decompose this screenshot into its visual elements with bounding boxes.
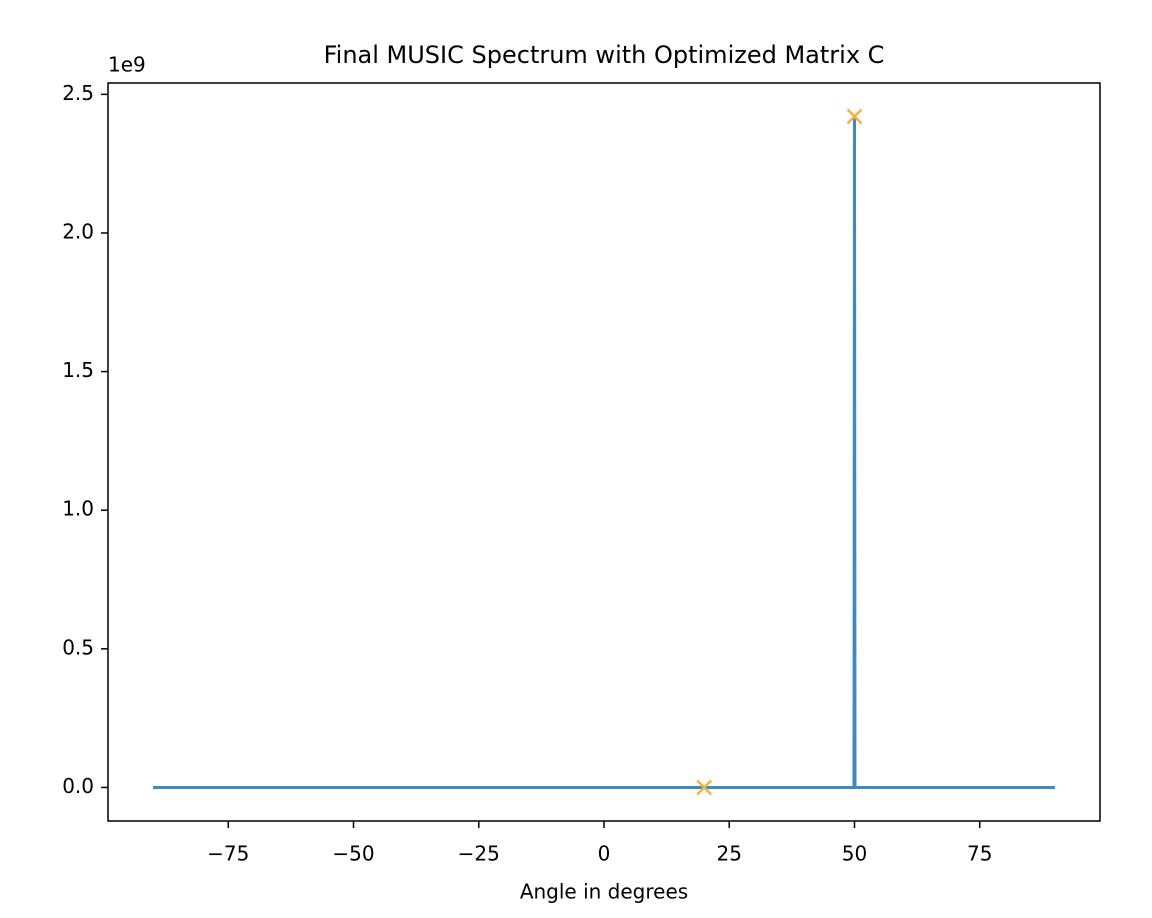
y-tick-label: 1.0 — [62, 497, 94, 521]
x-tick-label: −75 — [207, 842, 249, 866]
y-tick-label: 0.5 — [62, 635, 94, 659]
x-tick-label: 0 — [598, 842, 611, 866]
x-tick-label: 25 — [717, 842, 742, 866]
x-tick-label: 75 — [967, 842, 992, 866]
plot-frame — [107, 82, 1101, 822]
peak-marker — [696, 779, 713, 796]
x-tick-label: −50 — [332, 842, 374, 866]
chart-title: Final MUSIC Spectrum with Optimized Matr… — [324, 41, 885, 69]
x-tick-label: 50 — [842, 842, 867, 866]
y-offset-label: 1e9 — [108, 53, 146, 77]
y-tick-label: 1.5 — [62, 358, 94, 382]
y-tick-label: 2.0 — [62, 219, 94, 243]
y-tick-label: 2.5 — [62, 81, 94, 105]
y-tick-label: 0.0 — [62, 774, 94, 798]
x-axis-label: Angle in degrees — [520, 880, 688, 904]
peak-marker — [846, 108, 863, 125]
x-tick-label: −25 — [458, 842, 500, 866]
